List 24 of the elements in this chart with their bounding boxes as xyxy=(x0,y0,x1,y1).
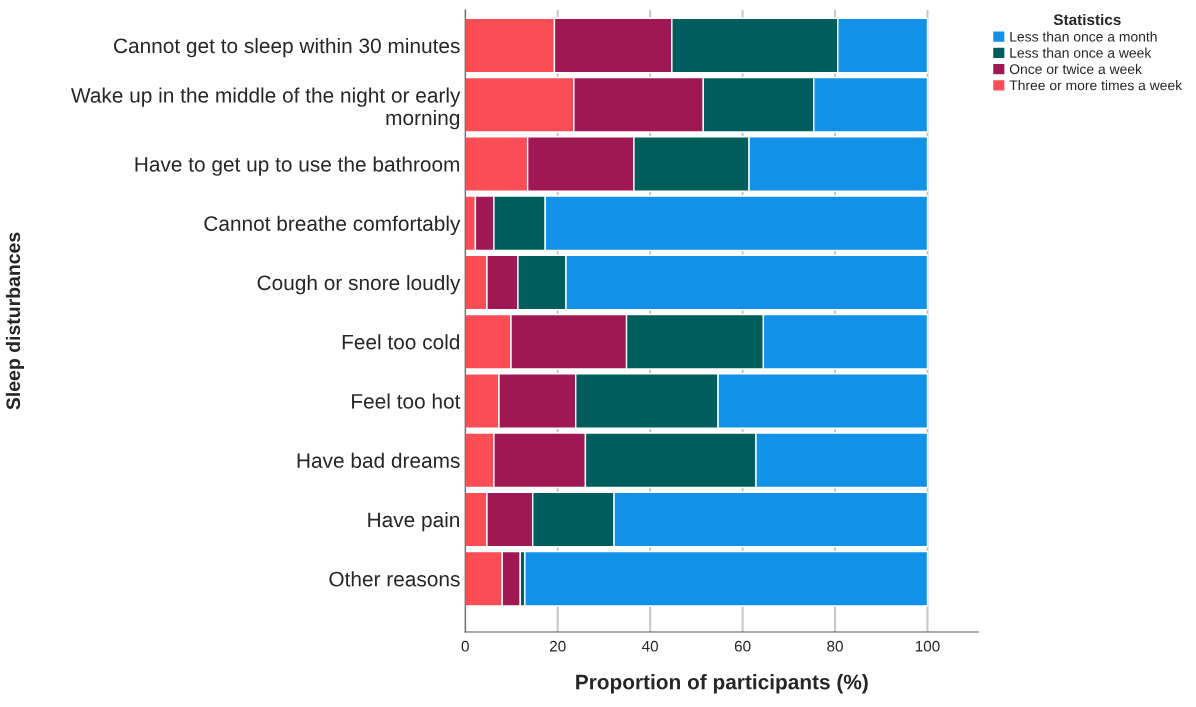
x-tick-label: 100 xyxy=(915,640,940,652)
bar xyxy=(524,550,929,607)
y-tick-label: Wake up in the middle of the night or early morning xyxy=(71,87,461,130)
y-tick-label: Cough or snore loudly xyxy=(257,274,461,295)
y-axis-title: Sleep disturbances xyxy=(5,232,24,410)
y-tick-label: Have to get up to use the bathroom xyxy=(135,156,460,176)
y-tick-label: Cannot get to sleep within 30 minutes xyxy=(114,37,460,58)
y-tick-label: Cannot breathe comfortably xyxy=(204,215,461,236)
legend-title: Statistics xyxy=(1053,13,1121,26)
y-tick-label: Have bad dreams xyxy=(297,452,460,468)
y-tick-label: Feel too hot xyxy=(352,393,461,409)
y-tick-label: Other reasons xyxy=(329,571,460,587)
legend-label: Three or more times a week xyxy=(1009,80,1183,91)
x-axis-title: Proportion of participants (%) xyxy=(576,674,868,694)
x-tick-label: 60 xyxy=(734,640,751,652)
x-tick-label: 40 xyxy=(641,640,659,652)
y-tick-label: Feel too cold xyxy=(342,334,460,350)
legend-label: Less than once a week xyxy=(1010,47,1152,58)
x-tick-label: 20 xyxy=(549,640,566,652)
x-tick-label: 80 xyxy=(827,640,843,652)
legend-label: Once or twice a week xyxy=(1009,63,1143,75)
legend-label: Less than once a month xyxy=(1010,31,1157,42)
x-tick-label: 0 xyxy=(461,640,469,652)
y-tick-label: Have pain xyxy=(368,511,460,532)
